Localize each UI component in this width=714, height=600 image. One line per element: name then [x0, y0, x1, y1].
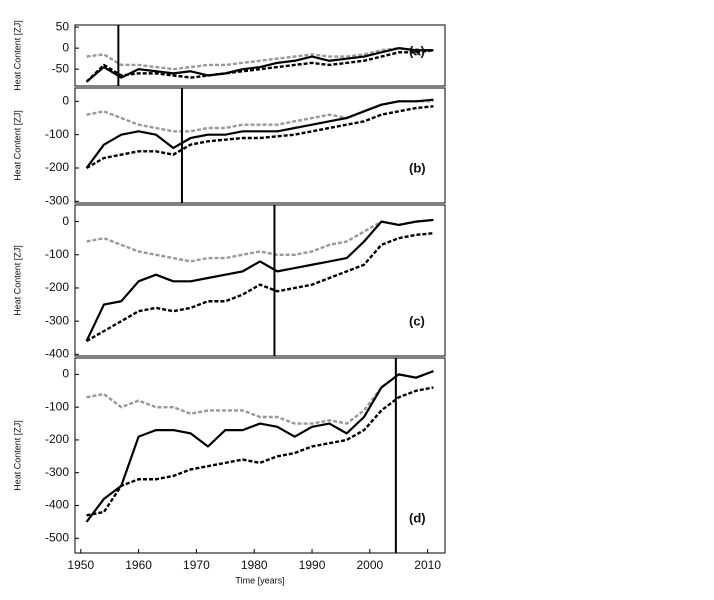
y-tick-label: 0 — [62, 40, 69, 54]
y-tick-label: 0 — [62, 214, 69, 228]
panel-frame — [74, 87, 446, 204]
y-tick-label: 0 — [62, 94, 69, 108]
y-tick-label: 0 — [62, 367, 69, 381]
panel-frame — [74, 204, 446, 357]
y-tick-label: -100 — [45, 127, 69, 141]
x-tick-label: 2010 — [414, 558, 441, 572]
y-tick-label: -500 — [45, 530, 69, 544]
panel-label: (a) — [409, 43, 425, 58]
y-tick-label: -300 — [45, 465, 69, 479]
series-line — [86, 386, 434, 517]
series-line — [85, 370, 434, 523]
series-line — [85, 232, 434, 343]
x-tick-label: 1960 — [125, 558, 152, 572]
series-line — [85, 105, 434, 170]
y-axis-label: Heat Content [ZJ] — [12, 110, 22, 181]
x-axis-label: Time [years] — [235, 575, 284, 585]
y-axis-label: Heat Content [ZJ] — [12, 245, 22, 316]
series-line — [86, 369, 434, 425]
panel-label: (d) — [409, 510, 426, 525]
series-line — [86, 218, 434, 263]
y-tick-label: -50 — [52, 61, 70, 75]
series-line — [85, 218, 434, 342]
y-tick-label: -300 — [45, 313, 69, 327]
y-axis-label: Heat Content [ZJ] — [12, 420, 22, 491]
series-line — [85, 47, 434, 83]
y-tick-label: -400 — [45, 347, 69, 361]
y-tick-label: -200 — [45, 280, 69, 294]
x-tick-label: 1970 — [183, 558, 210, 572]
y-tick-label: -100 — [45, 399, 69, 413]
panel-label: (c) — [409, 313, 425, 328]
panel-frame — [74, 24, 446, 87]
y-tick-label: -400 — [45, 498, 69, 512]
y-tick-label: 50 — [56, 19, 70, 33]
y-tick-label: -100 — [45, 247, 69, 261]
series-line — [85, 49, 434, 83]
panel-frame — [74, 357, 446, 554]
y-tick-label: -200 — [45, 432, 69, 446]
series-line — [86, 46, 434, 71]
x-tick-label: 1990 — [299, 558, 326, 572]
y-tick-label: -300 — [45, 194, 69, 208]
y-tick-label: -200 — [45, 160, 69, 174]
panel-label: (b) — [409, 160, 426, 175]
series-line — [85, 98, 434, 169]
y-axis-label: Heat Content [ZJ] — [12, 20, 22, 91]
x-tick-label: 2000 — [356, 558, 383, 572]
x-tick-label: 1950 — [67, 558, 94, 572]
x-tick-label: 1980 — [241, 558, 268, 572]
